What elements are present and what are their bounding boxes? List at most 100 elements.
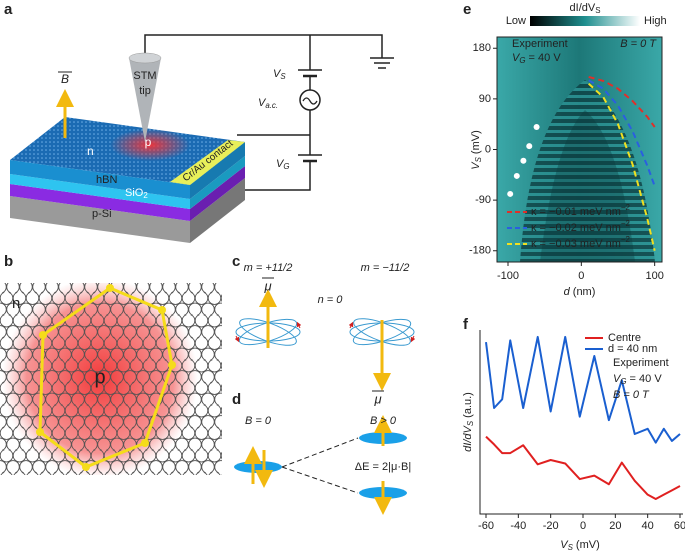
layer-label: hBN xyxy=(96,174,117,186)
layer-label: p-Si xyxy=(92,208,112,220)
y-tick-label: -90 xyxy=(475,194,491,206)
annotation: B = 0 T xyxy=(620,38,657,50)
voltage-label: VS xyxy=(273,68,286,81)
mu-label: μ xyxy=(373,391,381,406)
zeeman-diagram xyxy=(234,415,407,515)
region-label: p xyxy=(145,135,152,149)
legend-label: Centre xyxy=(608,332,641,344)
legend-label: d = 40 nm xyxy=(608,343,657,355)
data-point xyxy=(513,172,520,179)
label-part: S xyxy=(568,543,574,552)
label-part: G xyxy=(283,162,289,171)
label-part: (mV) xyxy=(470,130,482,157)
y-axis-label: dI/dVS (a.u.) xyxy=(462,392,475,452)
label-part: a.c. xyxy=(265,101,278,110)
region-label: n xyxy=(87,144,94,158)
label-part: V xyxy=(512,52,521,64)
tip-label: tip xyxy=(139,85,151,97)
label-part: κ = −0.01 meV nm xyxy=(531,206,621,218)
mu-label: μ xyxy=(263,278,271,293)
label-part: V xyxy=(470,161,482,170)
annotation: B = 0 T xyxy=(613,389,650,401)
label-part: V xyxy=(276,158,285,170)
label-part: = 40 V xyxy=(627,373,663,385)
x-tick-label: 0 xyxy=(580,520,586,532)
panel-label: a xyxy=(4,1,13,18)
label-part: dI/dV xyxy=(462,425,474,452)
label-part: −2 xyxy=(621,235,630,244)
tip-label: STM xyxy=(133,70,156,82)
data-point xyxy=(507,190,514,197)
x-tick-label: 100 xyxy=(645,270,663,282)
label-part: 2 xyxy=(143,191,147,200)
x-tick-label: -100 xyxy=(497,270,519,282)
label-part: S xyxy=(280,72,286,81)
data-point xyxy=(526,143,533,150)
x-tick-label: 20 xyxy=(609,520,621,532)
y-tick-label: 0 xyxy=(485,143,491,155)
colorbar xyxy=(530,16,640,26)
y-tick-label: 180 xyxy=(473,42,491,54)
label-part: SiO xyxy=(125,187,144,199)
x-tick-label: 40 xyxy=(642,520,654,532)
panel-label: f xyxy=(463,316,469,333)
label-part: κ = −0.03 meV nm xyxy=(531,238,621,250)
legend-label: κ = −0.03 meV nm−2 xyxy=(531,235,630,250)
label-part: S xyxy=(474,156,483,162)
chart-title: dI/dVS xyxy=(570,2,601,15)
x-axis-label: d (nm) xyxy=(564,286,596,298)
fit-curve xyxy=(588,75,656,128)
label-part: S xyxy=(466,420,475,426)
layer-label: SiO2 xyxy=(125,187,148,200)
y-tick-label: -180 xyxy=(469,245,491,257)
label-part: V xyxy=(273,68,282,80)
panel-label: b xyxy=(4,253,13,270)
colorbar-label: Low xyxy=(506,15,526,27)
y-axis-label: VS (mV) xyxy=(470,130,483,170)
legend-label: κ = −0.02 meV nm−2 xyxy=(531,219,630,234)
x-tick-label: 60 xyxy=(674,520,685,532)
x-tick-label: -40 xyxy=(510,520,526,532)
label-part: V xyxy=(258,97,267,109)
annotation: VG = 40 V xyxy=(613,373,662,386)
panel-label: e xyxy=(463,1,471,18)
label-part: −2 xyxy=(621,203,630,212)
x-tick-label: -20 xyxy=(543,520,559,532)
orbits xyxy=(234,289,416,391)
moment-label: n = 0 xyxy=(318,294,344,306)
region-label: p xyxy=(94,366,105,388)
spectrum-line xyxy=(485,335,681,444)
label-part: (nm) xyxy=(570,286,596,298)
label-part: S xyxy=(595,6,600,15)
label-part: V xyxy=(560,539,569,551)
data-point xyxy=(533,124,540,130)
field-label: B = 0 xyxy=(245,415,272,427)
label-part: κ = −0.02 meV nm xyxy=(531,222,621,234)
label-part: −2 xyxy=(621,219,630,228)
panel-label: d xyxy=(232,391,241,408)
panel-label: c xyxy=(232,253,240,270)
data-point xyxy=(520,157,527,164)
heatmap xyxy=(497,37,662,262)
voltage-label: Va.c. xyxy=(258,97,278,110)
label-part: = 40 V xyxy=(526,52,562,64)
energy-label: ΔE = 2|μ·B| xyxy=(355,461,411,473)
lattice xyxy=(0,283,222,475)
moment-label: m = +11/2 xyxy=(244,262,293,274)
field-label: B > 0 xyxy=(370,415,397,427)
legend-label: κ = −0.01 meV nm−2 xyxy=(531,203,630,218)
annotation: VG = 40 V xyxy=(512,52,561,65)
region-label: n xyxy=(12,295,20,312)
y-tick-label: 90 xyxy=(479,93,491,105)
label-part: G xyxy=(620,377,626,386)
fit-curve xyxy=(588,79,656,187)
field-label: B xyxy=(61,72,69,86)
annotation: Experiment xyxy=(613,357,669,369)
label-part: G xyxy=(519,56,525,65)
fit-curve xyxy=(587,82,656,251)
x-axis-label: VS (mV) xyxy=(560,539,600,552)
colorbar-label: High xyxy=(644,15,667,27)
spectrum-line xyxy=(485,435,681,500)
label-part: dI/dV xyxy=(570,2,596,14)
